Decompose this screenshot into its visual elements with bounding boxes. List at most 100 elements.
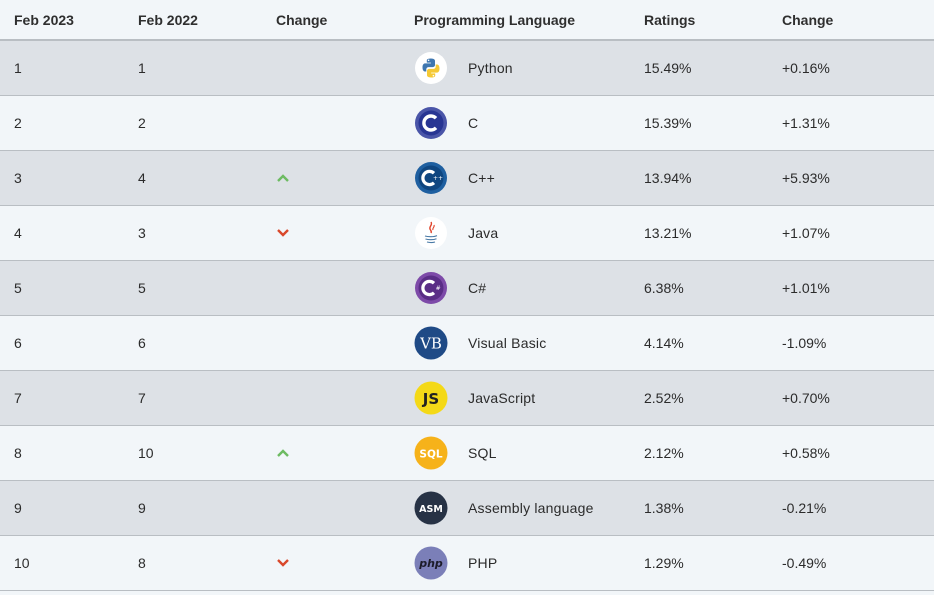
python-icon — [414, 51, 448, 85]
language-cell: SQL SQL — [414, 436, 644, 470]
language-cell: Java — [414, 216, 644, 250]
language-name: C++ — [468, 170, 496, 186]
language-name: Visual Basic — [468, 335, 547, 351]
rating-value: 4.14% — [644, 335, 684, 351]
rank-2023: 2 — [14, 115, 22, 131]
rank-2022: 6 — [138, 335, 146, 351]
arrow-up-icon — [276, 445, 290, 461]
rating-change: +0.70% — [782, 390, 830, 406]
table-row: 4 3 Java 13.21% +1.07% — [0, 206, 934, 261]
rating-value: 13.21% — [644, 225, 692, 241]
rank-2023: 3 — [14, 170, 22, 186]
language-name: C — [468, 115, 479, 131]
table-row: 1 1 Python 15.49% +0.16% — [0, 41, 934, 96]
rank-2022: 5 — [138, 280, 146, 296]
rank-2023: 9 — [14, 500, 22, 516]
rating-value: 13.94% — [644, 170, 692, 186]
header-ratings[interactable]: Ratings — [644, 11, 696, 28]
rank-2023: 10 — [14, 555, 30, 571]
c-icon — [414, 106, 448, 140]
language-name: SQL — [468, 445, 497, 461]
rank-2022: 8 — [138, 555, 146, 571]
rating-change: +0.16% — [782, 60, 830, 76]
rank-2022: 7 — [138, 390, 146, 406]
rank-change — [276, 225, 414, 241]
arrow-down-icon — [276, 225, 290, 241]
language-name: C# — [468, 280, 487, 296]
svg-text:VB: VB — [419, 335, 442, 353]
cpp-icon: ++ — [414, 161, 448, 195]
language-cell: VB Visual Basic — [414, 326, 644, 360]
table-row: 9 9 ASM Assembly language 1.38% -0.21% — [0, 481, 934, 536]
svg-text:JS: JS — [422, 390, 439, 408]
rating-value: 2.12% — [644, 445, 684, 461]
rank-2023: 7 — [14, 390, 22, 406]
language-name: Assembly language — [468, 500, 594, 516]
language-cell: # C# — [414, 271, 644, 305]
java-icon — [414, 216, 448, 250]
svg-text:SQL: SQL — [419, 449, 442, 461]
rating-value: 6.38% — [644, 280, 684, 296]
language-cell: JS JavaScript — [414, 381, 644, 415]
assembly-icon: ASM — [414, 491, 448, 525]
table-header: Feb 2023 Feb 2022 Change Programming Lan… — [0, 0, 934, 41]
header-feb-2023[interactable]: Feb 2023 — [14, 11, 74, 28]
svg-text:php: php — [418, 557, 443, 570]
rank-change — [276, 445, 414, 461]
language-name: PHP — [468, 555, 498, 571]
arrow-down-icon — [276, 555, 290, 571]
table-row: 8 10 SQL SQL 2.12% +0.58% — [0, 426, 934, 481]
language-cell: php PHP — [414, 546, 644, 580]
rating-change: +1.01% — [782, 280, 830, 296]
language-name: Python — [468, 60, 513, 76]
header-programming-language[interactable]: Programming Language — [414, 11, 576, 28]
rank-2022: 9 — [138, 500, 146, 516]
rating-value: 15.39% — [644, 115, 692, 131]
rank-2022: 10 — [138, 445, 154, 461]
table-row: 5 5 # C# 6.38% +1.01% — [0, 261, 934, 316]
javascript-icon: JS — [414, 381, 448, 415]
svg-text:#: # — [436, 285, 441, 292]
header-change-rank[interactable]: Change — [276, 11, 328, 28]
rating-change: +1.07% — [782, 225, 830, 241]
table-row: 2 2 C 15.39% +1.31% — [0, 96, 934, 151]
table-row: 7 7 JS JavaScript 2.52% +0.70% — [0, 371, 934, 426]
rating-change: -0.21% — [782, 500, 827, 516]
sql-icon: SQL — [414, 436, 448, 470]
rating-change: -1.09% — [782, 335, 827, 351]
rating-value: 2.52% — [644, 390, 684, 406]
php-icon: php — [414, 546, 448, 580]
svg-text:ASM: ASM — [419, 504, 443, 515]
rank-2022: 2 — [138, 115, 146, 131]
rank-2023: 8 — [14, 445, 22, 461]
rank-change — [276, 555, 414, 571]
rank-2023: 5 — [14, 280, 22, 296]
rating-value: 15.49% — [644, 60, 692, 76]
header-feb-2022[interactable]: Feb 2022 — [138, 11, 198, 28]
language-cell: ASM Assembly language — [414, 491, 644, 525]
language-name: Java — [468, 225, 499, 241]
rating-change: +1.31% — [782, 115, 830, 131]
rating-value: 1.38% — [644, 500, 684, 516]
rating-change: +0.58% — [782, 445, 830, 461]
rating-change: +5.93% — [782, 170, 830, 186]
rating-change: -0.49% — [782, 555, 827, 571]
table-row: 3 4 ++ C++ 13.94% +5.93% — [0, 151, 934, 206]
rank-2022: 4 — [138, 170, 146, 186]
visual-basic-icon: VB — [414, 326, 448, 360]
rank-2022: 1 — [138, 60, 146, 76]
csharp-icon: # — [414, 271, 448, 305]
header-change-rating[interactable]: Change — [782, 11, 834, 28]
rank-2023: 6 — [14, 335, 22, 351]
language-cell: ++ C++ — [414, 161, 644, 195]
table-row: 6 6 VB Visual Basic 4.14% -1.09% — [0, 316, 934, 371]
rating-value: 1.29% — [644, 555, 684, 571]
language-cell: Python — [414, 51, 644, 85]
arrow-up-icon — [276, 170, 290, 186]
rank-2023: 4 — [14, 225, 22, 241]
rank-change — [276, 170, 414, 186]
table-body: 1 1 Python 15.49% +0.16% 2 2 C 15.39% +1.31% 3 4 ++ C… — [0, 41, 934, 591]
language-name: JavaScript — [468, 390, 536, 406]
rank-2023: 1 — [14, 60, 22, 76]
